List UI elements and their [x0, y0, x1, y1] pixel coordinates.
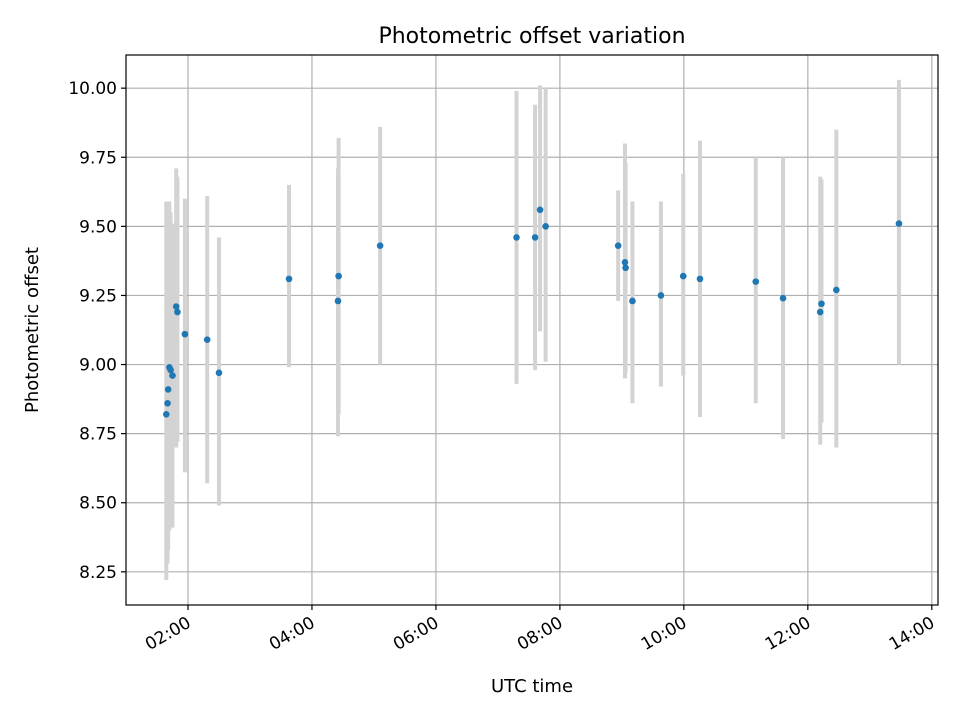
data-point: [622, 264, 629, 272]
data-point: [335, 272, 342, 280]
data-point: [895, 220, 903, 227]
data-point: [536, 206, 544, 214]
y-axis-ticks: 8.25 8.50 8.75 9.00 9.25 9.50 9.75 10.00: [68, 79, 126, 583]
data-point: [162, 410, 170, 418]
data-point: [833, 286, 840, 294]
chart-title: Photometric offset variation: [378, 24, 685, 49]
data-point: [172, 303, 180, 310]
data-point: [779, 294, 787, 302]
data-point: [614, 242, 622, 250]
data-point: [376, 242, 384, 250]
data-point: [816, 308, 824, 316]
y-tick-label: 8.25: [79, 563, 117, 583]
data-point: [679, 272, 687, 280]
data-points: [162, 206, 903, 418]
data-point: [215, 369, 223, 377]
data-point: [169, 372, 176, 379]
y-tick-label: 8.75: [79, 425, 117, 445]
data-point: [657, 292, 665, 299]
y-tick-label: 9.25: [79, 286, 117, 306]
data-point: [752, 278, 760, 285]
data-point: [203, 336, 211, 343]
data-point: [513, 234, 520, 241]
data-point: [181, 330, 189, 338]
data-point: [818, 300, 825, 308]
data-point: [164, 399, 171, 407]
data-point: [167, 366, 174, 374]
data-point: [174, 308, 181, 316]
plot-frame: [125, 54, 939, 606]
data-point: [542, 223, 549, 230]
y-tick-label: 9.00: [79, 356, 117, 376]
y-tick-label: 8.50: [79, 494, 117, 514]
data-point: [531, 234, 539, 241]
y-tick-label: 10.00: [68, 79, 117, 99]
y-tick-label: 9.50: [79, 217, 117, 237]
data-point: [285, 275, 293, 283]
y-tick-label: 9.75: [79, 148, 117, 168]
x-axis-label: UTC time: [491, 676, 573, 697]
data-point: [334, 297, 342, 305]
data-point: [629, 297, 636, 305]
y-axis-label: Photometric offset: [22, 247, 43, 413]
data-point: [164, 386, 172, 393]
data-point: [696, 275, 704, 283]
data-point: [621, 258, 629, 266]
